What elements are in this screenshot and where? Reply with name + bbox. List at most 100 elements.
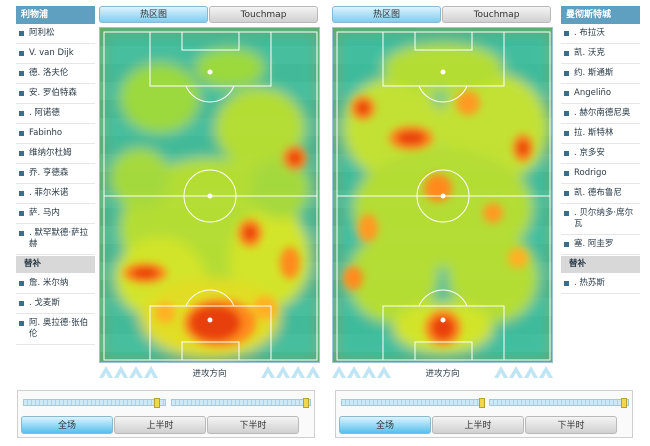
right-period-first-half-button[interactable]: 上半时 <box>432 416 524 434</box>
up-arrow-icon <box>306 366 320 378</box>
slider-handle[interactable] <box>479 398 485 408</box>
right-team-name: 曼彻斯特城 <box>561 6 640 24</box>
left-direction-arrows-a <box>99 366 158 378</box>
player-name: . 菲尔米诺 <box>29 188 69 198</box>
player-list-item[interactable]: 塞. 阿圭罗 <box>561 235 640 255</box>
left-heatmap-pitch <box>99 27 320 363</box>
left-time-slider-start[interactable] <box>23 398 166 408</box>
player-list-item[interactable]: 凯. 德布鲁尼 <box>561 184 640 204</box>
left-period-full-button[interactable]: 全场 <box>21 416 113 434</box>
left-subs-list: 詹. 米尔纳 . 戈麦斯阿. 奥拉德·张伯伦 <box>16 274 95 345</box>
player-list-item[interactable]: Rodrigo <box>561 164 640 184</box>
right-subs-header: 替补 <box>561 256 640 273</box>
right-direction-arrows-b <box>494 366 553 378</box>
up-arrow-icon <box>539 366 553 378</box>
up-arrow-icon <box>524 366 538 378</box>
player-list-item[interactable]: . 阿诺德 <box>16 104 95 124</box>
player-marker-icon <box>19 231 24 236</box>
slider-handle[interactable] <box>621 398 627 408</box>
player-name: 詹. 米尔纳 <box>29 278 69 288</box>
player-marker-icon <box>564 211 569 216</box>
player-marker-icon <box>19 211 24 216</box>
left-team-name: 利物浦 <box>16 6 95 24</box>
player-list-item[interactable]: Fabinho <box>16 124 95 144</box>
left-time-controls: 全场 上半时 下半时 <box>17 390 315 438</box>
slider-handle[interactable] <box>154 398 160 408</box>
right-tab-heatmap[interactable]: 热区图 <box>332 6 441 23</box>
up-arrow-icon <box>494 366 508 378</box>
player-list-item[interactable]: 阿. 奥拉德·张伯伦 <box>16 314 95 345</box>
right-time-slider-end[interactable] <box>489 398 629 408</box>
up-arrow-icon <box>261 366 275 378</box>
left-tab-heatmap[interactable]: 热区图 <box>99 6 208 23</box>
right-heat-hot <box>343 91 533 346</box>
player-list-item[interactable]: . 戈麦斯 <box>16 294 95 314</box>
left-subs-header: 替补 <box>16 256 95 273</box>
player-list-item[interactable]: 萨. 马内 <box>16 204 95 224</box>
right-tab-touchmap[interactable]: Touchmap <box>442 6 551 23</box>
player-list-item[interactable]: 阿利松 <box>16 24 95 44</box>
left-heat-hot <box>123 146 307 347</box>
player-name: 维纳尔杜姆 <box>29 148 72 158</box>
player-marker-icon <box>19 71 24 76</box>
player-marker-icon <box>564 91 569 96</box>
player-name: . 京多安 <box>574 148 605 158</box>
player-name: . 赫尔南德尼奥 <box>574 108 631 118</box>
left-period-first-half-button[interactable]: 上半时 <box>114 416 206 434</box>
right-period-second-half-button[interactable]: 下半时 <box>525 416 617 434</box>
right-direction-arrows-a <box>332 366 391 378</box>
player-list-item[interactable]: . 默罕默德·萨拉赫 <box>16 224 95 255</box>
player-name: 阿利松 <box>29 28 55 38</box>
right-direction-row: 进攻方向 <box>332 366 553 379</box>
player-list-item[interactable]: 德. 洛夫伦 <box>16 64 95 84</box>
player-list-item[interactable]: V. van Dijk <box>16 44 95 64</box>
left-player-list: 阿利松 V. van Dijk 德. 洛夫伦安. 罗伯特森 . 阿诺德 Fabinho 维… <box>16 24 95 255</box>
player-list-item[interactable]: 詹. 米尔纳 <box>16 274 95 294</box>
player-marker-icon <box>19 281 24 286</box>
right-subs-list: . 热苏斯 <box>561 274 640 294</box>
player-list-item[interactable]: . 京多安 <box>561 144 640 164</box>
right-time-controls: 全场 上半时 下半时 <box>335 390 633 438</box>
player-list-item[interactable]: Angeliño <box>561 84 640 104</box>
left-view-tabs: 热区图 Touchmap <box>99 6 319 23</box>
player-list-item[interactable]: 维纳尔杜姆 <box>16 144 95 164</box>
player-list-item[interactable]: 凯. 沃克 <box>561 44 640 64</box>
player-list-item[interactable]: 安. 罗伯特森 <box>16 84 95 104</box>
player-marker-icon <box>19 51 24 56</box>
left-period-second-half-button[interactable]: 下半时 <box>207 416 299 434</box>
player-marker-icon <box>19 31 24 36</box>
player-list-item[interactable]: 约. 斯通斯 <box>561 64 640 84</box>
right-time-slider-start[interactable] <box>341 398 485 408</box>
player-name: Angeliño <box>574 88 612 98</box>
player-name: 拉. 斯特林 <box>574 128 614 138</box>
left-pitch-spots <box>207 69 213 323</box>
up-arrow-icon <box>276 366 290 378</box>
player-list-item[interactable]: . 布拉沃 <box>561 24 640 44</box>
player-name: 塞. 阿圭罗 <box>574 239 614 249</box>
player-list-item[interactable]: . 菲尔米诺 <box>16 184 95 204</box>
player-name: 德. 洛夫伦 <box>29 68 69 78</box>
left-pitch-lines <box>103 31 318 361</box>
right-period-full-button[interactable]: 全场 <box>339 416 431 434</box>
player-marker-icon <box>564 191 569 196</box>
slider-handle[interactable] <box>303 398 309 408</box>
player-name: 阿. 奥拉德·张伯伦 <box>29 318 89 339</box>
attack-direction-label: 进攻方向 <box>425 369 460 379</box>
left-time-slider-end[interactable] <box>171 398 311 408</box>
player-marker-icon <box>19 111 24 116</box>
player-marker-icon <box>564 131 569 136</box>
left-tab-touchmap[interactable]: Touchmap <box>209 6 318 23</box>
right-view-tabs: 热区图 Touchmap <box>332 6 552 23</box>
player-name: V. van Dijk <box>29 48 74 58</box>
player-name: 凯. 沃克 <box>574 48 605 58</box>
right-period-tabs: 全场 上半时 下半时 <box>339 416 617 434</box>
attack-direction-label: 进攻方向 <box>192 369 227 379</box>
player-marker-icon <box>564 111 569 116</box>
player-list-item[interactable]: . 赫尔南德尼奥 <box>561 104 640 124</box>
player-name: . 默罕默德·萨拉赫 <box>29 228 89 249</box>
player-list-item[interactable]: . 热苏斯 <box>561 274 640 294</box>
player-list-item[interactable]: . 贝尔纳多·席尔瓦 <box>561 204 640 235</box>
player-list-item[interactable]: 拉. 斯特林 <box>561 124 640 144</box>
player-list-item[interactable]: 乔. 亨德森 <box>16 164 95 184</box>
right-heatmap-svg <box>336 31 551 361</box>
